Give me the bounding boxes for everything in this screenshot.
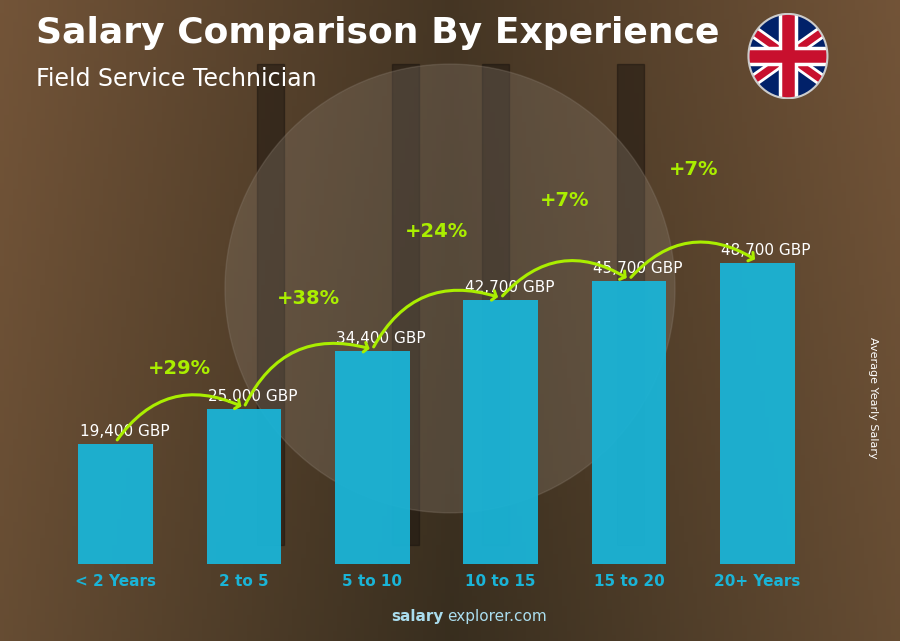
Bar <box>592 281 666 564</box>
Bar <box>464 300 538 564</box>
Bar <box>335 351 410 564</box>
Text: salary: salary <box>392 610 444 624</box>
Bar <box>616 64 643 545</box>
Bar <box>392 64 418 545</box>
Text: 34,400 GBP: 34,400 GBP <box>337 331 426 346</box>
Text: +7%: +7% <box>540 191 590 210</box>
Bar <box>482 64 508 545</box>
Text: 45,700 GBP: 45,700 GBP <box>593 262 682 276</box>
Bar <box>256 64 284 545</box>
Text: Salary Comparison By Experience: Salary Comparison By Experience <box>36 16 719 50</box>
Text: Average Yearly Salary: Average Yearly Salary <box>868 337 878 458</box>
Text: 48,700 GBP: 48,700 GBP <box>722 243 811 258</box>
Text: explorer.com: explorer.com <box>447 610 547 624</box>
Text: Field Service Technician: Field Service Technician <box>36 67 317 91</box>
Bar <box>720 263 795 564</box>
Ellipse shape <box>225 64 675 513</box>
Text: +24%: +24% <box>405 222 468 241</box>
Text: 42,700 GBP: 42,700 GBP <box>464 280 554 295</box>
Text: 19,400 GBP: 19,400 GBP <box>80 424 169 439</box>
Text: +29%: +29% <box>148 360 211 378</box>
Text: +38%: +38% <box>276 289 339 308</box>
Text: 25,000 GBP: 25,000 GBP <box>208 389 298 404</box>
Bar <box>207 410 281 564</box>
Text: +7%: +7% <box>669 160 718 179</box>
Bar <box>78 444 153 564</box>
